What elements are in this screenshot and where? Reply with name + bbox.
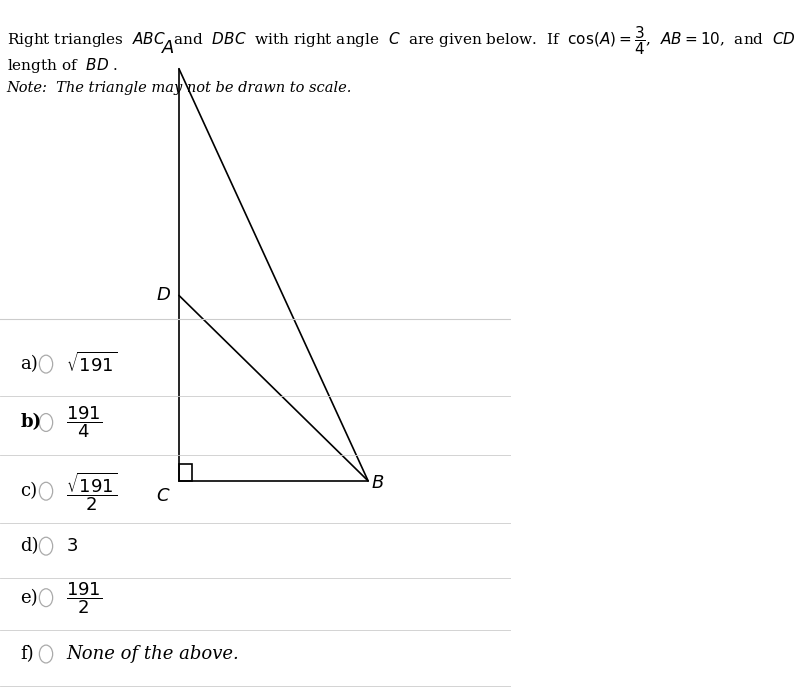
- Text: $C$: $C$: [157, 487, 171, 505]
- Text: $B$: $B$: [370, 474, 384, 492]
- Text: $\dfrac{191}{2}$: $\dfrac{191}{2}$: [67, 580, 103, 616]
- Text: $\dfrac{\sqrt{191}}{2}$: $\dfrac{\sqrt{191}}{2}$: [67, 470, 118, 513]
- Text: $\sqrt{191}$: $\sqrt{191}$: [67, 352, 118, 376]
- Text: Right triangles  $ABC$  and  $DBC$  with right angle  $C$  are given below.  If : Right triangles $ABC$ and $DBC$ with rig…: [6, 24, 795, 57]
- Text: e): e): [21, 589, 38, 607]
- Text: $D$: $D$: [156, 286, 171, 304]
- Text: b): b): [21, 414, 41, 431]
- Text: Note:  The triangle may not be drawn to scale.: Note: The triangle may not be drawn to s…: [6, 81, 352, 95]
- Text: length of  $BD$ .: length of $BD$ .: [6, 56, 118, 76]
- Text: c): c): [21, 482, 37, 500]
- Text: $A$: $A$: [161, 39, 175, 57]
- Text: None of the above.: None of the above.: [67, 645, 239, 663]
- Text: a): a): [21, 355, 38, 373]
- Text: $\dfrac{191}{4}$: $\dfrac{191}{4}$: [67, 405, 103, 440]
- Text: f): f): [21, 645, 34, 663]
- Text: $3$: $3$: [67, 537, 79, 555]
- Text: d): d): [21, 537, 39, 555]
- Bar: [179, 464, 192, 481]
